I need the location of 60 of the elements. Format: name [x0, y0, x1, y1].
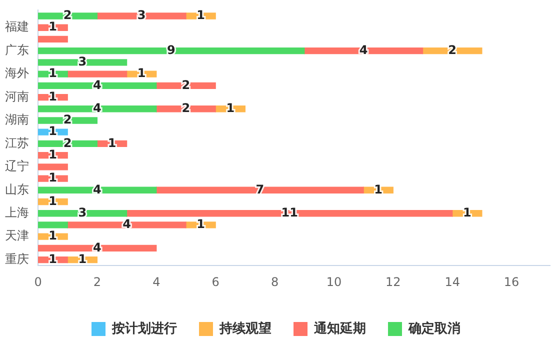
- y-tick-label: 上海: [5, 205, 29, 220]
- x-tick-label: 0: [34, 274, 42, 289]
- legend-label: 持续观望: [218, 320, 272, 336]
- data-label: 1: [226, 101, 235, 115]
- data-label: 7: [256, 182, 264, 196]
- data-label: 1: [108, 136, 116, 150]
- data-label: 1: [48, 124, 57, 138]
- data-label: 1: [374, 182, 383, 196]
- x-tick-label: 10: [326, 274, 342, 289]
- data-label: 1: [48, 66, 57, 80]
- data-label: 1: [48, 252, 57, 266]
- data-label: 2: [448, 42, 457, 57]
- y-tick-label: 广东: [5, 42, 29, 57]
- bar: [156, 186, 364, 194]
- x-tick-label: 14: [444, 274, 460, 289]
- y-tick-label: 河南: [5, 89, 29, 104]
- data-label: 4: [122, 217, 131, 232]
- data-label: 1: [462, 205, 472, 220]
- data-label: 1: [196, 8, 205, 22]
- data-label: 3: [78, 54, 87, 69]
- data-label: 1: [196, 217, 205, 232]
- data-label: 11: [281, 205, 298, 220]
- data-label: 1: [78, 252, 87, 266]
- data-label: 1: [48, 147, 57, 162]
- x-tick-label: 16: [504, 274, 520, 289]
- x-tick-label: 2: [93, 274, 102, 289]
- x-tick-label: 12: [386, 274, 401, 289]
- data-label: 3: [78, 205, 87, 220]
- bar: [38, 222, 68, 228]
- x-tick-label: 4: [152, 274, 160, 289]
- data-label: 3: [137, 8, 146, 22]
- bar: [67, 70, 128, 78]
- data-label: 1: [137, 66, 146, 80]
- y-tick-label: 辽宁: [5, 159, 29, 174]
- legend-label: 确定取消: [408, 320, 460, 336]
- data-label: 4: [93, 240, 102, 254]
- data-label: 1: [48, 20, 57, 34]
- y-tick-label: 海外: [5, 66, 29, 80]
- data-label: 2: [63, 8, 72, 22]
- data-label: 2: [63, 112, 72, 127]
- data-label: 4: [93, 101, 102, 115]
- data-label: 2: [182, 101, 190, 115]
- bar: [38, 36, 68, 43]
- x-tick-label: 6: [212, 274, 220, 289]
- legend-label: 通知延期: [313, 320, 366, 336]
- x-tick-label: 8: [270, 274, 279, 289]
- data-label: 4: [93, 182, 102, 196]
- data-label: 1: [48, 228, 57, 243]
- y-tick-label: 江苏: [5, 136, 29, 150]
- data-label: 1: [48, 170, 57, 185]
- data-label: 4: [359, 42, 368, 57]
- bar: [38, 164, 68, 170]
- y-tick-label: 重庆: [5, 252, 29, 266]
- y-tick-label: 福建: [5, 20, 29, 34]
- y-tick-label: 天津: [5, 228, 29, 243]
- legend-label: 按计划进行: [111, 320, 177, 336]
- data-label: 9: [167, 42, 176, 57]
- y-tick-label: 山东: [5, 182, 29, 196]
- y-tick-label: 湖南: [5, 112, 29, 127]
- data-label: 2: [182, 78, 190, 92]
